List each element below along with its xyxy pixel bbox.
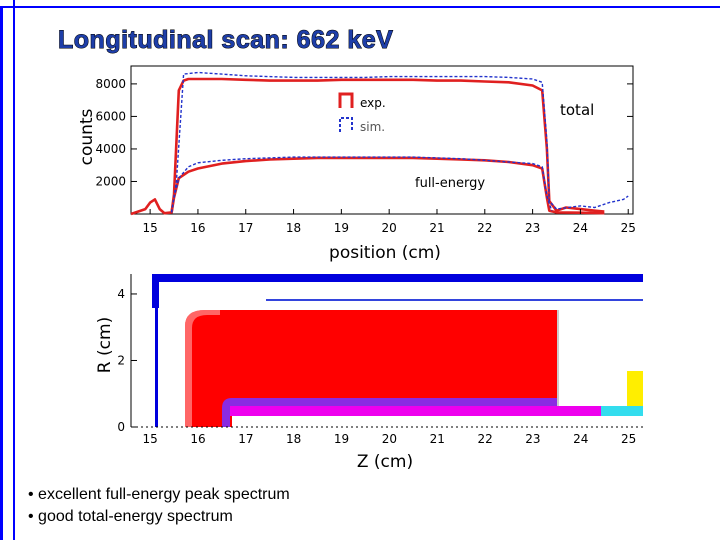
y-tick-label: 4 [117, 287, 125, 301]
x-tick-label: 19 [334, 432, 349, 446]
legend-sim-symbol [339, 117, 353, 132]
holder-purple [222, 398, 557, 427]
x-tick-label: 16 [190, 221, 205, 235]
annotation-total: total [560, 101, 594, 119]
holder-magenta [230, 406, 643, 416]
scan-chart-plot-area [130, 65, 634, 215]
outer-can-blue [152, 274, 643, 308]
y-tick-label: 0 [117, 420, 125, 434]
geometry-x-label: Z (cm) [357, 452, 413, 472]
scan-chart-legend: exp. sim. [338, 92, 386, 134]
x-tick-label: 18 [286, 221, 301, 235]
legend-exp-symbol [338, 92, 354, 108]
slide-frame-top-bar [0, 6, 720, 8]
geometry-y-label: R (cm) [95, 317, 115, 373]
series-sim-total [170, 71, 629, 213]
y-tick-label: 2000 [95, 174, 126, 188]
legend-exp-label: exp. [360, 96, 386, 110]
can-wall-left [155, 282, 158, 427]
scan-chart-y-label: counts [77, 108, 97, 165]
series-sim-full-energy [170, 156, 553, 213]
crystal-red [185, 310, 557, 427]
bullet-item: • excellent full-energy peak spectrum [28, 486, 290, 503]
x-tick-label: 21 [430, 432, 445, 446]
bullet-list: • excellent full-energy peak spectrum • … [28, 484, 290, 528]
crystal-back-edge [557, 310, 559, 406]
x-tick-label: 25 [621, 432, 636, 446]
x-tick-label: 16 [190, 432, 205, 446]
thin-blue-line [266, 299, 643, 301]
x-tick-label: 20 [382, 432, 397, 446]
x-tick-label: 23 [525, 221, 540, 235]
connector-yellow [627, 371, 643, 406]
slide-frame-corner [0, 0, 15, 8]
slide-frame-top-tick [13, 0, 15, 540]
back-plate-cyan [601, 406, 643, 416]
slide-title: Longitudinal scan: 662 keV [57, 26, 394, 55]
x-tick-label: 15 [142, 221, 157, 235]
x-tick-label: 15 [142, 432, 157, 446]
scan-chart-ticks: 15 16 17 18 19 20 21 22 23 24 25 2000 4000 6000 8000 [95, 77, 635, 235]
geometry-shapes [152, 274, 643, 427]
x-tick-label: 21 [429, 221, 444, 235]
legend-sim-label: sim. [360, 120, 385, 134]
x-tick-label: 17 [238, 432, 253, 446]
x-tick-label: 18 [286, 432, 301, 446]
x-tick-label: 22 [477, 221, 492, 235]
x-tick-label: 22 [477, 432, 492, 446]
annotation-full-energy: full-energy [415, 176, 485, 191]
x-tick-label: 25 [621, 221, 636, 235]
bullet-item: • good total-energy spectrum [28, 508, 233, 525]
y-tick-label: 2 [117, 353, 125, 367]
y-tick-label: 4000 [95, 142, 126, 156]
x-tick-label: 20 [382, 221, 397, 235]
scan-chart-series [130, 71, 629, 216]
crystal-highlight [185, 310, 220, 427]
scan-chart-x-label: position (cm) [329, 243, 441, 263]
x-tick-label: 24 [573, 221, 588, 235]
y-tick-label: 6000 [95, 109, 126, 123]
x-tick-label: 17 [238, 221, 253, 235]
slide-frame-left-bar [0, 0, 3, 540]
y-tick-label: 8000 [95, 77, 126, 91]
x-tick-label: 24 [573, 432, 588, 446]
scan-chart: 15 16 17 18 19 20 21 22 23 24 25 2000 4000 6000 8000 p… [77, 65, 636, 263]
x-tick-label: 23 [525, 432, 540, 446]
x-tick-label: 19 [334, 221, 349, 235]
